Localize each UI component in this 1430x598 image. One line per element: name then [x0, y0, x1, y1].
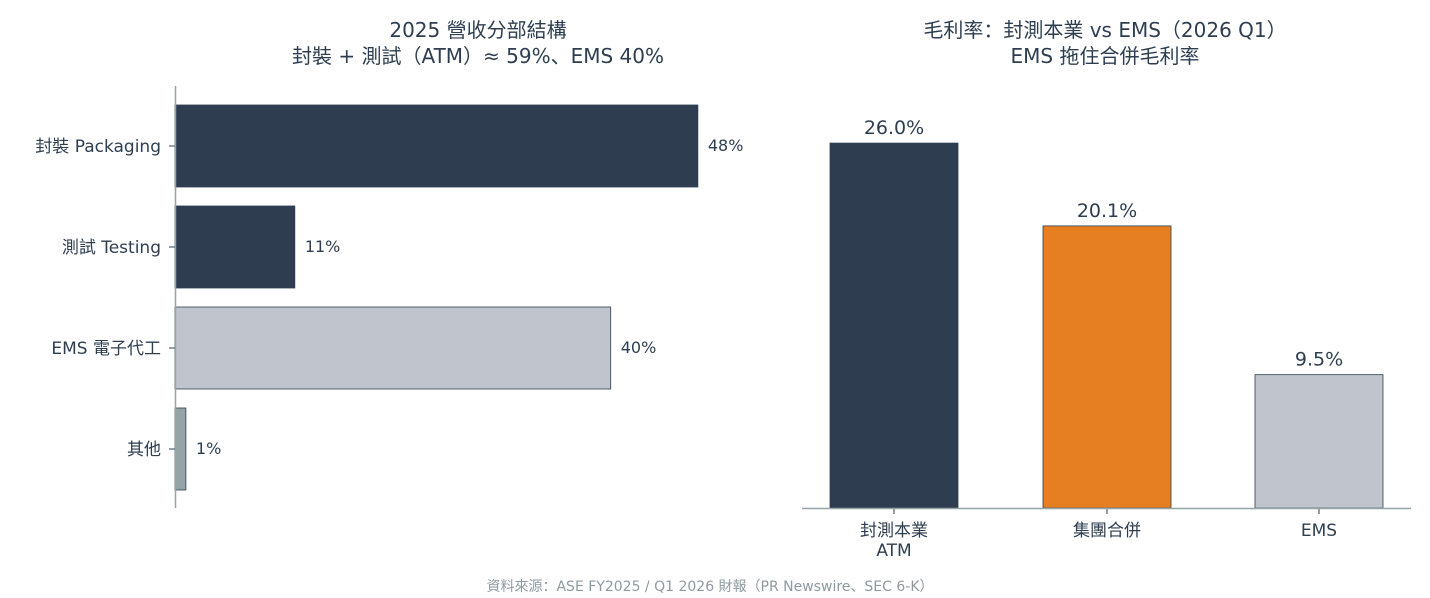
left-title-line-2: 封裝 + 測試（ATM）≈ 59%、EMS 40% — [292, 44, 664, 68]
right-value-label-2: 9.5% — [1295, 349, 1343, 371]
right-title-line-2: EMS 拖住合併毛利率 — [1011, 44, 1200, 68]
source-note: 資料來源：ASE FY2025 / Q1 2026 財報（PR Newswire… — [486, 579, 933, 595]
right-title-line-1: 毛利率：封測本業 vs EMS（2026 Q1） — [923, 18, 1286, 42]
left-bar-1 — [174, 205, 296, 289]
right-category-label-0-0: 封測本業 — [860, 521, 928, 541]
right-bar-2 — [1254, 374, 1384, 509]
right-category-label-2-0: EMS — [1301, 521, 1337, 541]
left-category-label-1: 測試 Testing — [62, 238, 161, 258]
right-chart: 毛利率：封測本業 vs EMS（2026 Q1） EMS 拖住合併毛利率 26.… — [802, 18, 1411, 561]
left-value-label-2: 40% — [621, 338, 657, 357]
left-bars: 封裝 Packaging 48% 測試 Testing 11% EMS 電子代工 40% 其… — [35, 104, 744, 491]
right-bar-1 — [1042, 225, 1172, 509]
left-category-label-3: 其他 — [127, 440, 161, 460]
right-bar-0 — [829, 142, 959, 509]
right-category-label-1-0: 集團合併 — [1073, 521, 1141, 541]
left-bar-2 — [174, 306, 612, 390]
left-chart: 2025 營收分部結構 封裝 + 測試（ATM）≈ 59%、EMS 40% 封裝… — [35, 18, 743, 508]
left-bar-0 — [174, 104, 699, 188]
right-value-label-1: 20.1% — [1077, 200, 1137, 222]
left-value-label-1: 11% — [305, 237, 341, 256]
left-value-label-0: 48% — [708, 136, 744, 155]
right-value-label-0: 26.0% — [864, 117, 924, 139]
left-title-line-1: 2025 營收分部結構 — [389, 18, 566, 42]
left-value-label-3: 1% — [196, 439, 221, 458]
left-category-label-2: EMS 電子代工 — [51, 339, 161, 359]
right-category-label-0-1: ATM — [876, 541, 911, 561]
left-bar-3 — [174, 407, 187, 491]
left-category-label-0: 封裝 Packaging — [35, 137, 161, 157]
